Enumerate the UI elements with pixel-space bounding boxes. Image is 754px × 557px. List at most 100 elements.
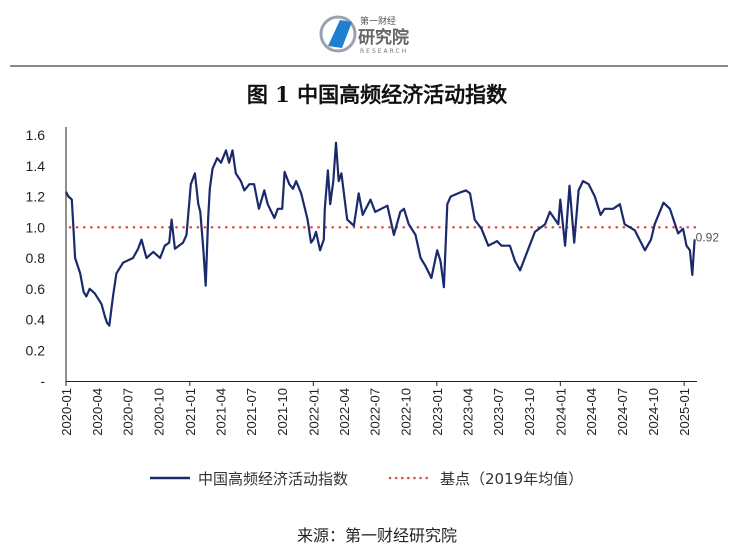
data-point	[159, 257, 161, 259]
data-point	[634, 229, 636, 231]
data-point	[662, 202, 665, 204]
x-tick-label: 2023-01	[430, 388, 445, 436]
legend-item-index[interactable]: 中国高频经济活动指数	[150, 470, 348, 488]
y-tick-label: 1.2	[26, 189, 46, 205]
y-tick-label: 1.4	[26, 158, 46, 174]
data-point	[469, 192, 471, 195]
data-point	[106, 321, 108, 324]
data-point	[527, 249, 529, 251]
data-point	[273, 217, 276, 219]
data-point	[419, 257, 422, 259]
y-tick-label: 0.4	[26, 312, 46, 328]
data-point	[312, 238, 314, 241]
data-point	[439, 260, 442, 262]
data-point	[205, 285, 207, 287]
data-point	[424, 265, 426, 267]
data-point	[682, 228, 684, 230]
data-point	[197, 203, 199, 205]
y-tick-label: 0.6	[26, 281, 46, 297]
data-point	[450, 195, 452, 198]
data-point	[582, 180, 584, 182]
x-tick-label: 2021-07	[244, 388, 259, 436]
data-point	[288, 183, 290, 185]
data-point	[329, 203, 331, 205]
data-point	[362, 214, 364, 216]
legend-label-baseline: 基点（2019年均值）	[440, 470, 583, 488]
data-point	[248, 183, 250, 185]
x-tick-label: 2025-01	[677, 388, 692, 436]
data-point	[654, 223, 656, 225]
data-point	[351, 223, 353, 225]
data-point	[216, 157, 218, 159]
data-point	[519, 269, 521, 271]
x-tick-label: 2024-10	[646, 388, 661, 436]
data-point	[164, 245, 166, 247]
data-point	[393, 234, 395, 236]
chart-title: 图 1 中国高频经济活动指数	[247, 82, 508, 107]
data-point	[534, 231, 536, 233]
x-tick-label: 2020-10	[152, 388, 167, 436]
data-point	[211, 168, 214, 170]
y-axis-ticks: - 0.2 0.4 0.6 0.8 1.0 1.2 1.4 1.6	[26, 127, 46, 389]
data-point	[174, 248, 176, 250]
legend-item-baseline[interactable]: 基点（2019年均值）	[388, 470, 583, 488]
data-point	[408, 223, 410, 225]
x-tick-label: 2020-01	[59, 388, 74, 436]
data-point	[564, 245, 566, 247]
data-point	[277, 208, 279, 210]
data-point	[335, 142, 337, 144]
data-point	[599, 214, 602, 216]
last-value-label: 0.92	[696, 231, 720, 245]
data-point	[225, 149, 227, 151]
y-tick-label: 1.0	[26, 219, 46, 235]
data-point	[559, 198, 561, 201]
data-point	[403, 208, 405, 210]
data-point	[140, 238, 143, 241]
data-point	[258, 208, 260, 210]
data-point	[185, 234, 188, 236]
data-point	[228, 162, 230, 164]
data-point	[568, 185, 571, 187]
data-point	[67, 195, 69, 198]
data-point	[509, 245, 511, 247]
data-point	[207, 218, 209, 221]
data-point	[132, 257, 134, 259]
data-point	[324, 208, 326, 210]
data-point	[465, 189, 467, 191]
x-tick-label: 2023-04	[460, 388, 475, 436]
data-point	[386, 205, 389, 207]
data-point	[446, 203, 448, 205]
data-point	[122, 262, 124, 264]
logo-text-main: 研究院	[358, 27, 409, 48]
data-point	[374, 211, 376, 213]
data-point	[295, 180, 297, 182]
data-point	[209, 188, 211, 190]
data-point	[89, 288, 91, 290]
data-point	[202, 249, 204, 251]
data-point	[194, 172, 196, 175]
data-point	[112, 295, 114, 298]
data-point	[689, 249, 691, 251]
x-tick-label: 2024-01	[553, 388, 568, 436]
data-point	[677, 232, 679, 234]
legend: 中国高频经济活动指数 基点（2019年均值）	[150, 470, 583, 488]
data-point	[315, 231, 317, 233]
x-tick-label: 2022-01	[306, 388, 321, 436]
data-point	[685, 245, 688, 247]
data-point	[168, 242, 170, 244]
data-point	[358, 192, 360, 195]
x-tick-label: 2022-10	[399, 388, 414, 436]
x-tick-label: 2023-10	[522, 388, 537, 436]
data-point	[235, 172, 237, 175]
x-tick-label: 2024-04	[584, 388, 599, 436]
data-point	[480, 228, 483, 230]
data-point	[436, 249, 438, 251]
data-point	[82, 291, 85, 293]
x-tick-label: 2020-07	[121, 388, 136, 436]
data-point	[594, 195, 596, 198]
series-line-activity-index	[65, 141, 696, 327]
x-tick-label: 2021-04	[213, 388, 228, 436]
data-point	[323, 238, 325, 241]
data-point	[306, 218, 309, 221]
